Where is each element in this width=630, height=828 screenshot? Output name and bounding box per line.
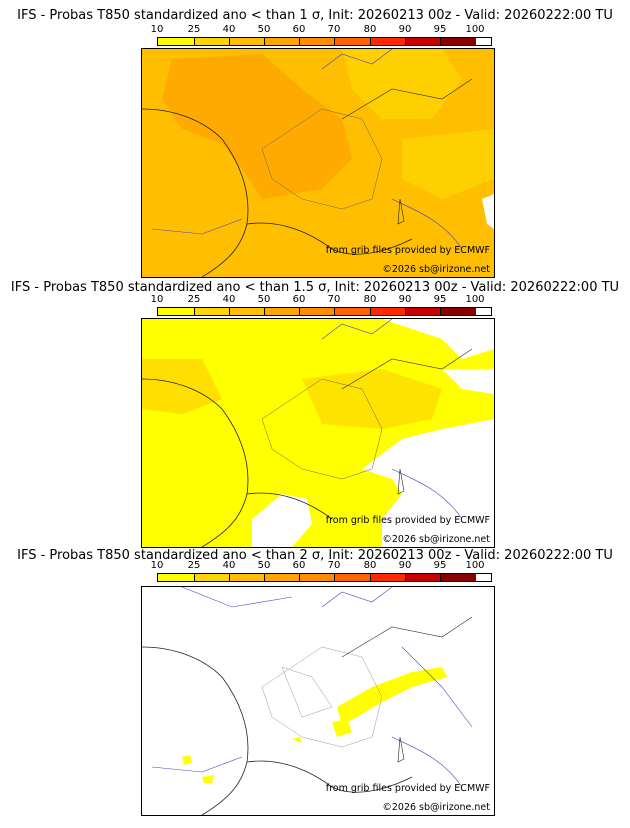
colorbar-swatch [158,574,195,581]
tick-label: 80 [363,560,377,571]
tick-label: 40 [222,294,236,305]
map-panel-1-5sigma: IFS - Probas T850 standardized ano < tha… [0,278,630,548]
colorbar-swatch [441,574,476,581]
colorbar-swatch [195,308,230,315]
tick-label: 95 [433,24,447,35]
tick-label: 50 [257,294,271,305]
tick-label: 90 [398,24,412,35]
tick-label: 100 [465,294,485,305]
tick-label: 25 [187,294,201,305]
tick-label: 50 [257,24,271,35]
colorbar-swatch [158,308,195,315]
credit-source: from grib files provided by ECMWF [325,783,490,794]
colorbar-swatch [335,308,371,315]
tick-label: 40 [222,24,236,35]
colorbar-swatch [230,308,265,315]
tick-label: 80 [363,24,377,35]
map-area: from grib files provided by ECMWF ©2026 … [141,318,495,548]
colorbar-swatch [406,308,441,315]
colorbar-legend: 10 25 40 50 60 70 80 90 95 100 [0,24,630,46]
tick-label: 70 [327,24,341,35]
tick-label: 90 [398,294,412,305]
map-graphic [142,319,494,547]
map-panel-2sigma: IFS - Probas T850 standardized ano < tha… [0,548,630,828]
tick-label: 100 [465,560,485,571]
map-area: from grib files provided by ECMWF ©2026 … [141,586,495,816]
tick-label: 60 [292,560,306,571]
colorbar-swatch [335,38,371,45]
colorbar-swatch [195,38,230,45]
colorbar-swatch [406,38,441,45]
colorbar-legend: 10 25 40 50 60 70 80 90 95 100 [0,294,630,316]
tick-label: 70 [327,560,341,571]
tick-label: 95 [433,560,447,571]
map-area: from grib files provided by ECMWF ©2026 … [141,48,495,278]
colorbar-swatch [371,308,406,315]
tick-label: 90 [398,560,412,571]
tick-label: 70 [327,294,341,305]
colorbar-swatch [195,574,230,581]
colorbar-swatch [265,308,300,315]
map-panel-1sigma: IFS - Probas T850 standardized ano < tha… [0,0,630,278]
credit-source: from grib files provided by ECMWF [325,515,490,526]
credit-copyright: ©2026 sb@irizone.net [382,802,490,813]
tick-label: 25 [187,560,201,571]
tick-label: 60 [292,24,306,35]
tick-label: 60 [292,294,306,305]
colorbar-swatch [300,574,335,581]
tick-label: 40 [222,560,236,571]
map-graphic [142,49,494,277]
colorbar-swatch [230,38,265,45]
colorbar-swatch [441,38,476,45]
tick-label: 10 [150,294,164,305]
tick-label: 50 [257,560,271,571]
colorbar [157,307,492,316]
colorbar-swatch [300,308,335,315]
credit-copyright: ©2026 sb@irizone.net [382,264,490,275]
panel-title: IFS - Probas T850 standardized ano < tha… [17,8,613,23]
colorbar-swatch [371,574,406,581]
colorbar-swatch [265,574,300,581]
colorbar [157,37,492,46]
colorbar-ticks: 10 25 40 50 60 70 80 90 95 100 [0,24,630,36]
colorbar [157,573,492,582]
colorbar-swatch [265,38,300,45]
tick-label: 100 [465,24,485,35]
colorbar-swatch [300,38,335,45]
colorbar-swatch [371,38,406,45]
colorbar-swatch [158,38,195,45]
tick-label: 95 [433,294,447,305]
panel-title: IFS - Probas T850 standardized ano < tha… [10,280,620,295]
tick-label: 25 [187,24,201,35]
map-graphic [142,587,494,815]
tick-label: 10 [150,24,164,35]
tick-label: 80 [363,294,377,305]
colorbar-ticks: 10 25 40 50 60 70 80 90 95 100 [0,560,630,572]
colorbar-swatch [406,574,441,581]
credit-source: from grib files provided by ECMWF [325,245,490,256]
panel-title: IFS - Probas T850 standardized ano < tha… [17,548,613,563]
tick-label: 10 [150,560,164,571]
colorbar-swatch [230,574,265,581]
colorbar-legend: 10 25 40 50 60 70 80 90 95 100 [0,560,630,582]
colorbar-ticks: 10 25 40 50 60 70 80 90 95 100 [0,294,630,306]
colorbar-swatch [335,574,371,581]
credit-copyright: ©2026 sb@irizone.net [382,534,490,545]
colorbar-swatch [441,308,476,315]
